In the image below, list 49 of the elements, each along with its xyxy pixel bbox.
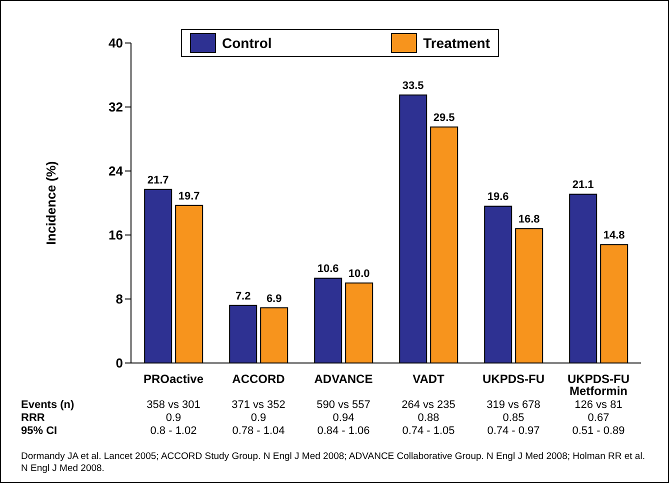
text: 358 vs 301 xyxy=(146,399,202,412)
data-label: 10.0 xyxy=(348,268,370,280)
legend-label: Control xyxy=(222,35,272,51)
y-tick-label: 40 xyxy=(108,36,123,51)
text: 0.74 - 0.97 xyxy=(486,425,541,438)
y-tick-label: 8 xyxy=(116,292,123,307)
data-label: 19.7 xyxy=(178,190,200,202)
text: 264 vs 235 xyxy=(400,399,456,412)
data-label: 29.5 xyxy=(433,112,455,124)
data-label: 10.6 xyxy=(317,263,339,276)
text: Events (n) xyxy=(21,399,74,412)
text: 95% CI xyxy=(21,425,58,438)
text: 126 vs 81 xyxy=(574,399,624,412)
data-label: 7.2 xyxy=(235,290,251,302)
text: 0.94 xyxy=(332,412,356,425)
x-tick-label: UKPDS-FU xyxy=(482,372,544,386)
x-tick-label: PROactive xyxy=(143,372,204,386)
y-tick-label: 32 xyxy=(108,100,123,115)
text: 590 vs 557 xyxy=(316,399,372,412)
text: 371 vs 352 xyxy=(230,399,286,412)
text: 0.8 - 1.02 xyxy=(149,425,198,438)
text: RRR xyxy=(21,412,45,425)
text: Dormandy JA et al. Lancet 2005; ACCORD Study Group. N Engl J Med 2008; ADVANCE Collaborative Group. N Engl J Med 2008; Holman RR et al. N Engl J Med 2008. xyxy=(21,451,646,475)
y-tick-label: 0 xyxy=(116,356,123,371)
text: 0.67 xyxy=(586,412,610,425)
x-tick-label: ACCORD xyxy=(232,372,286,386)
x-tick-label: ADVANCE xyxy=(314,372,373,386)
text: 0.9 xyxy=(250,412,268,425)
data-label: 14.8 xyxy=(603,230,625,242)
data-label: 16.8 xyxy=(518,214,540,226)
y-axis-title: Incidence (%) xyxy=(44,161,59,245)
y-tick-label: 24 xyxy=(108,164,124,179)
data-label: 6.9 xyxy=(266,292,282,305)
data-label: 21.7 xyxy=(147,174,169,186)
text: 0.84 - 1.06 xyxy=(316,425,371,438)
text: 319 vs 678 xyxy=(486,399,542,412)
text: 0.88 xyxy=(416,412,440,425)
text: 0.78 - 1.04 xyxy=(231,425,286,438)
text: 0.85 xyxy=(502,412,526,425)
text: 0.51 - 0.89 xyxy=(571,425,626,438)
legend-label: Treatment xyxy=(423,35,490,51)
text: 0.74 - 1.05 xyxy=(401,425,456,438)
data-label: 33.5 xyxy=(402,80,424,92)
y-tick-label: 16 xyxy=(108,228,123,243)
text: 0.9 xyxy=(164,412,182,425)
x-tick-label: VADT xyxy=(412,372,446,386)
data-label: 19.6 xyxy=(487,191,509,204)
x-tick-label: UKPDS-FU Metformin xyxy=(568,372,630,398)
data-label: 21.1 xyxy=(572,179,594,192)
